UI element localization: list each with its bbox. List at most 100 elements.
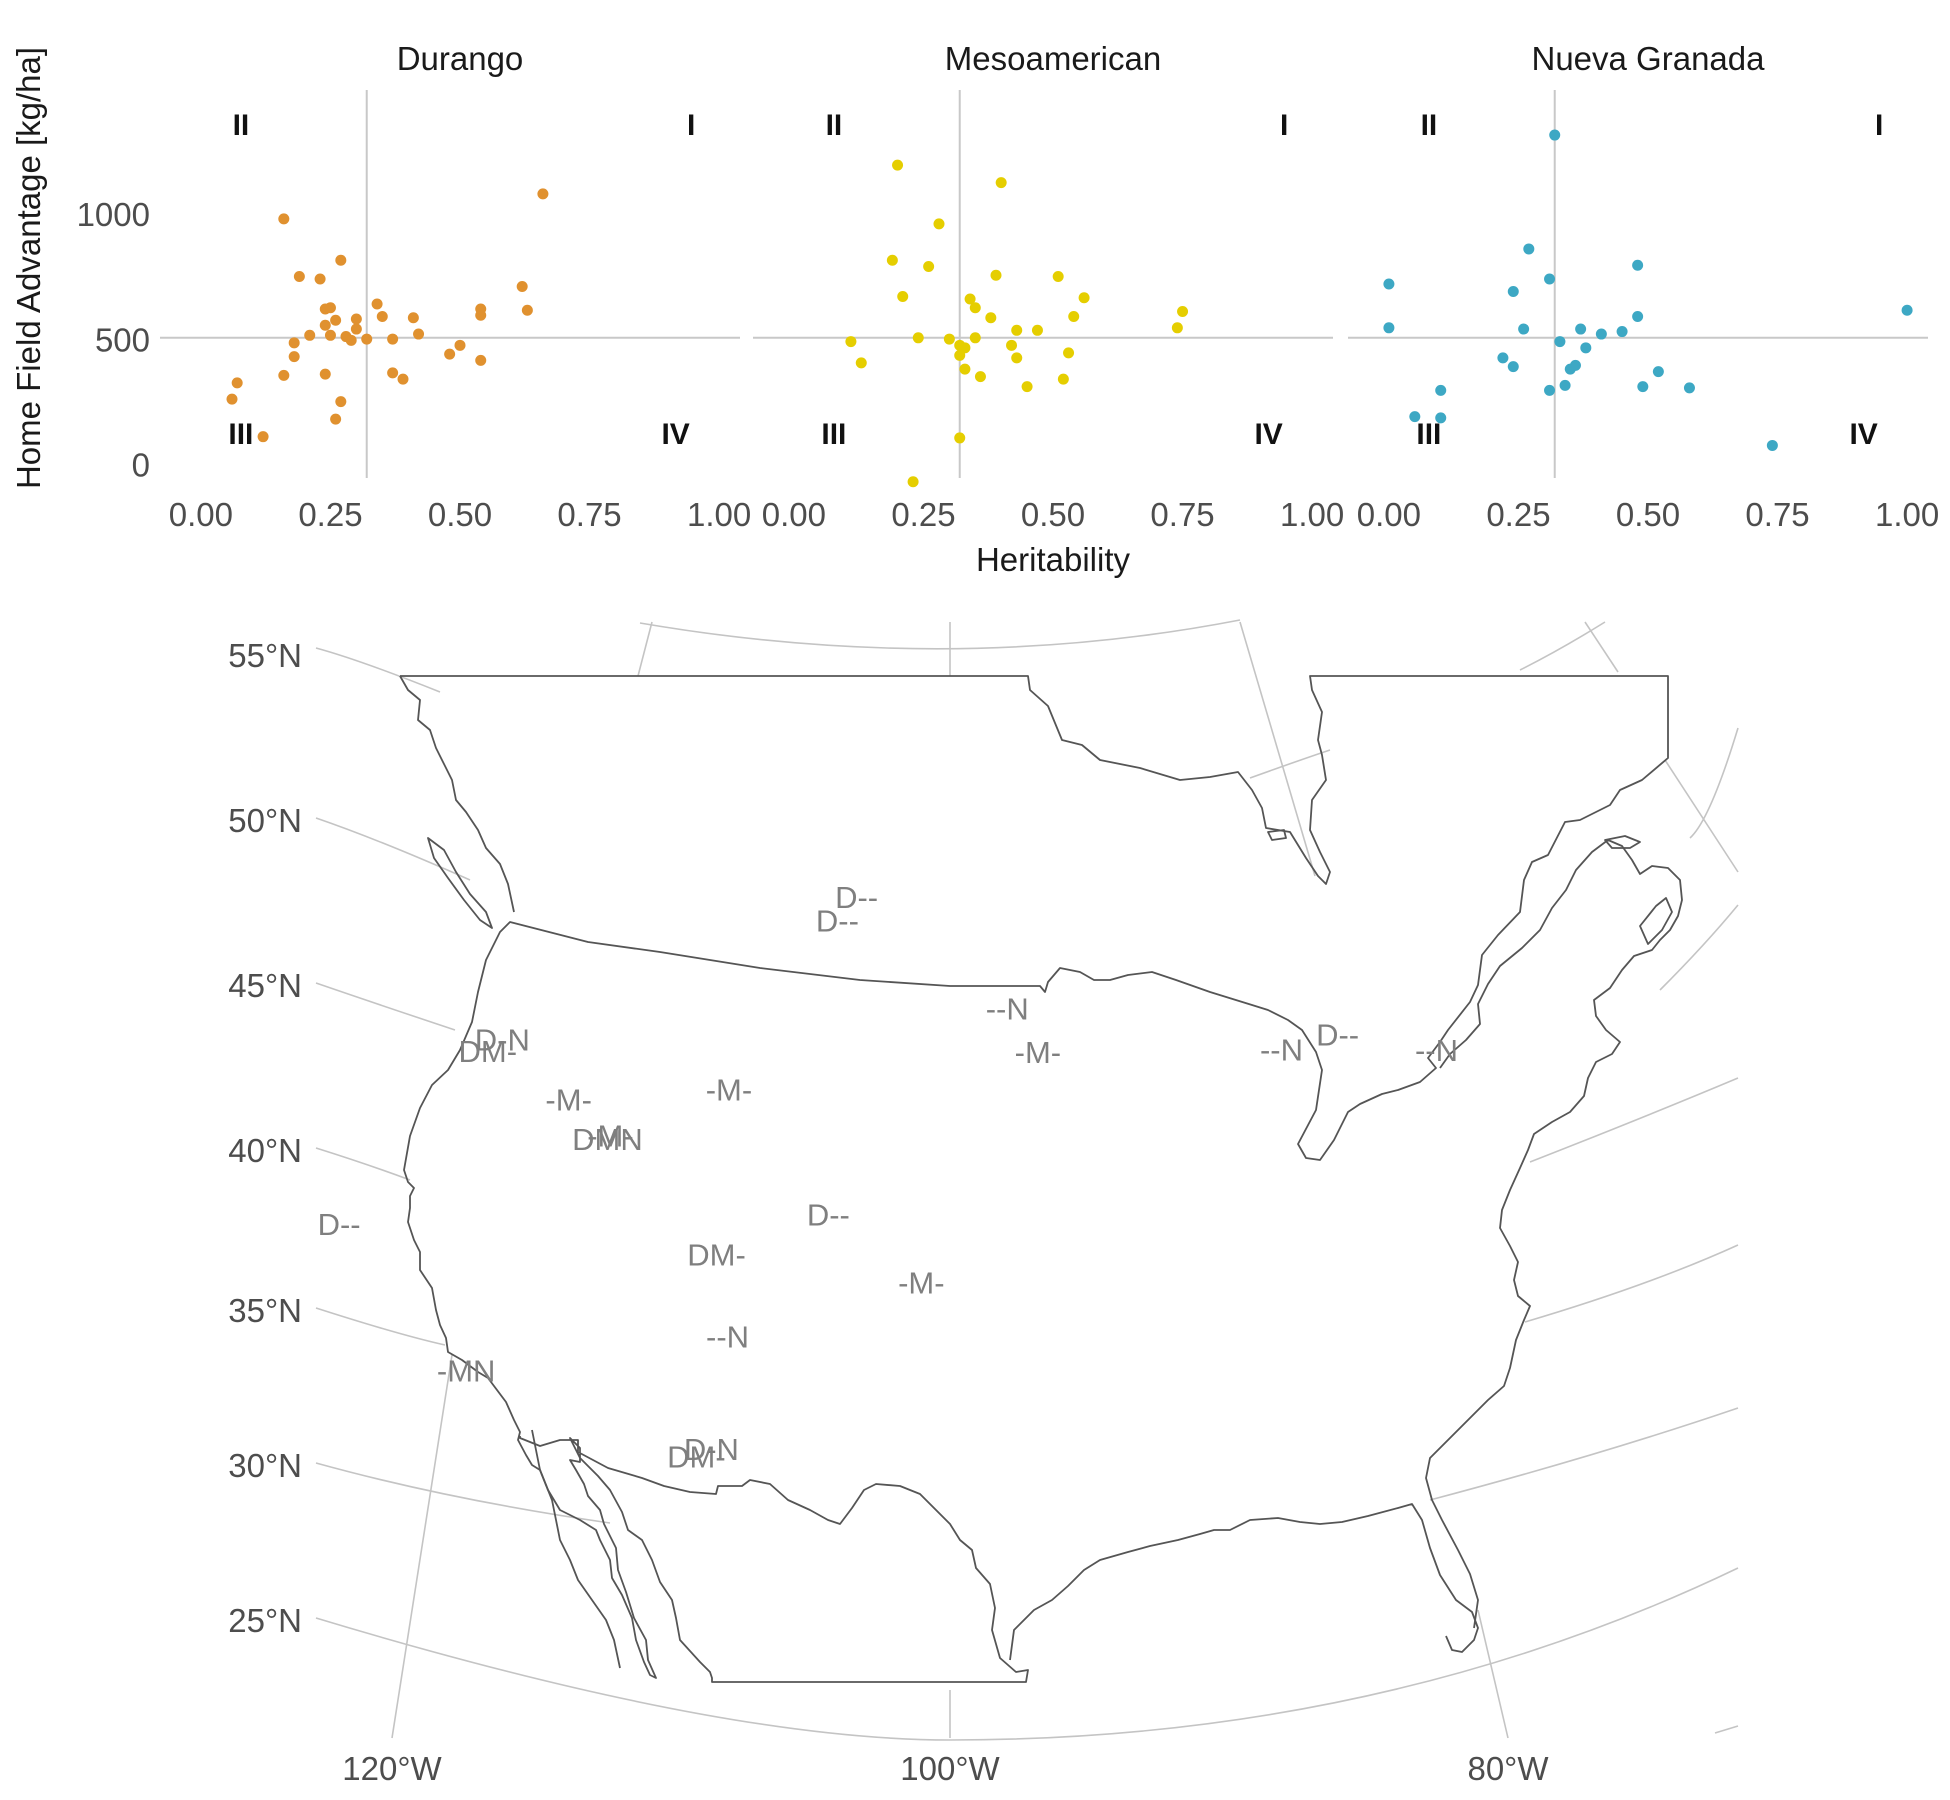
data-point — [907, 476, 919, 488]
quadrant-label: III — [821, 418, 846, 451]
bc-coast — [399, 675, 515, 913]
quadrant-label: II — [826, 109, 843, 142]
data-point — [845, 336, 857, 348]
data-point — [1057, 373, 1069, 385]
data-point — [278, 213, 290, 225]
graticule-lat-20-stub — [1714, 1725, 1739, 1734]
data-point — [1616, 326, 1628, 338]
data-point — [964, 293, 976, 305]
data-point — [923, 260, 935, 272]
map-panel: 55°N 50°N 45°N 40°N 35°N 30°N 25°N 120°W 100°W 80… — [228, 619, 1739, 1787]
x-tick-label: 0.00 — [762, 496, 826, 533]
data-point — [293, 270, 305, 282]
quadrant-label: II — [1421, 109, 1438, 142]
data-point — [933, 218, 945, 230]
data-point — [1435, 384, 1447, 396]
site-label: DMN — [572, 1122, 643, 1157]
site-label: D-N — [475, 1023, 530, 1058]
quadrant-label: I — [1280, 109, 1288, 142]
site-label: --N — [706, 1319, 749, 1354]
data-point — [1383, 278, 1395, 290]
data-point — [278, 369, 290, 381]
data-point — [537, 188, 549, 200]
data-point — [475, 354, 487, 366]
data-point — [1497, 352, 1509, 364]
longitude-label: 120°W — [342, 1750, 442, 1787]
graticule-lon-70 — [1664, 759, 1739, 873]
facet-title: Nueva Granada — [1532, 40, 1766, 77]
data-point — [1632, 259, 1644, 271]
data-point — [892, 159, 904, 171]
x-tick-label: 1.00 — [687, 496, 751, 533]
data-point — [314, 273, 326, 285]
data-point — [886, 254, 898, 266]
y-axis-title: Home Field Advantage [kg/ha] — [10, 47, 47, 489]
graticule-lat-35-east — [1524, 1244, 1739, 1323]
data-point — [330, 314, 342, 326]
data-point — [1078, 292, 1090, 304]
data-point — [969, 302, 981, 314]
graticule-lat-30-east — [1429, 1407, 1739, 1501]
graticule-lat-55 — [315, 647, 441, 693]
quadrant-label: IV — [661, 418, 689, 451]
site-label: --N — [1415, 1033, 1458, 1068]
graticule-lat-55-east — [639, 619, 1241, 650]
graticule-lat-45 — [315, 982, 456, 1031]
x-tick-label: 0.25 — [298, 496, 362, 533]
x-tick-label: 0.50 — [1616, 496, 1680, 533]
site-label: -M- — [1015, 1035, 1061, 1070]
data-point — [995, 177, 1007, 189]
y-tick-label: 0 — [132, 446, 150, 483]
data-point — [1554, 336, 1566, 348]
scatter-facets: Home Field Advantage [kg/ha] Heritabilit… — [10, 40, 1939, 578]
data-point — [1580, 342, 1592, 354]
data-point — [350, 313, 362, 325]
data-point — [226, 393, 238, 405]
data-point — [324, 302, 336, 314]
quadrant-label: IV — [1254, 418, 1282, 451]
quadrant-label: II — [233, 109, 250, 142]
data-point — [1559, 379, 1571, 391]
latitude-label: 30°N — [228, 1447, 302, 1484]
latitude-label: 25°N — [228, 1602, 302, 1639]
graticule-lat-30 — [315, 1462, 611, 1524]
baja-coast — [531, 1429, 621, 1669]
graticule-lat-40 — [315, 1147, 411, 1181]
quadrant-label: I — [1875, 109, 1883, 142]
data-point — [454, 339, 466, 351]
data-point — [1052, 270, 1064, 282]
x-tick-label: 0.25 — [1486, 496, 1550, 533]
north-america-outline — [400, 675, 1669, 1683]
data-point — [345, 334, 357, 346]
newfoundland-shape — [1604, 835, 1641, 849]
site-label: DM- — [667, 1439, 726, 1474]
x-tick-label: 0.75 — [1150, 496, 1214, 533]
data-point — [376, 311, 388, 323]
data-point — [1652, 366, 1664, 378]
x-tick-label: 0.50 — [1021, 496, 1085, 533]
graticule-lat-50 — [315, 817, 471, 881]
data-point — [1544, 384, 1556, 396]
site-label: -M- — [706, 1072, 752, 1107]
data-point — [521, 304, 533, 316]
data-point — [407, 312, 419, 324]
site-label: -M- — [587, 1119, 633, 1154]
data-point — [1766, 439, 1778, 451]
data-point — [1901, 304, 1913, 316]
data-point — [1569, 359, 1581, 371]
graticule-lat-40-east — [1529, 1077, 1739, 1163]
data-point — [959, 363, 971, 375]
data-point — [516, 280, 528, 292]
data-point — [1549, 129, 1561, 141]
data-point — [1409, 411, 1421, 423]
data-point — [1683, 382, 1695, 394]
latitude-label: 50°N — [228, 802, 302, 839]
data-point — [959, 342, 971, 354]
x-axis-title: Heritability — [976, 541, 1131, 578]
graticule-lat-45-east — [1659, 904, 1739, 991]
data-point — [1011, 324, 1023, 336]
